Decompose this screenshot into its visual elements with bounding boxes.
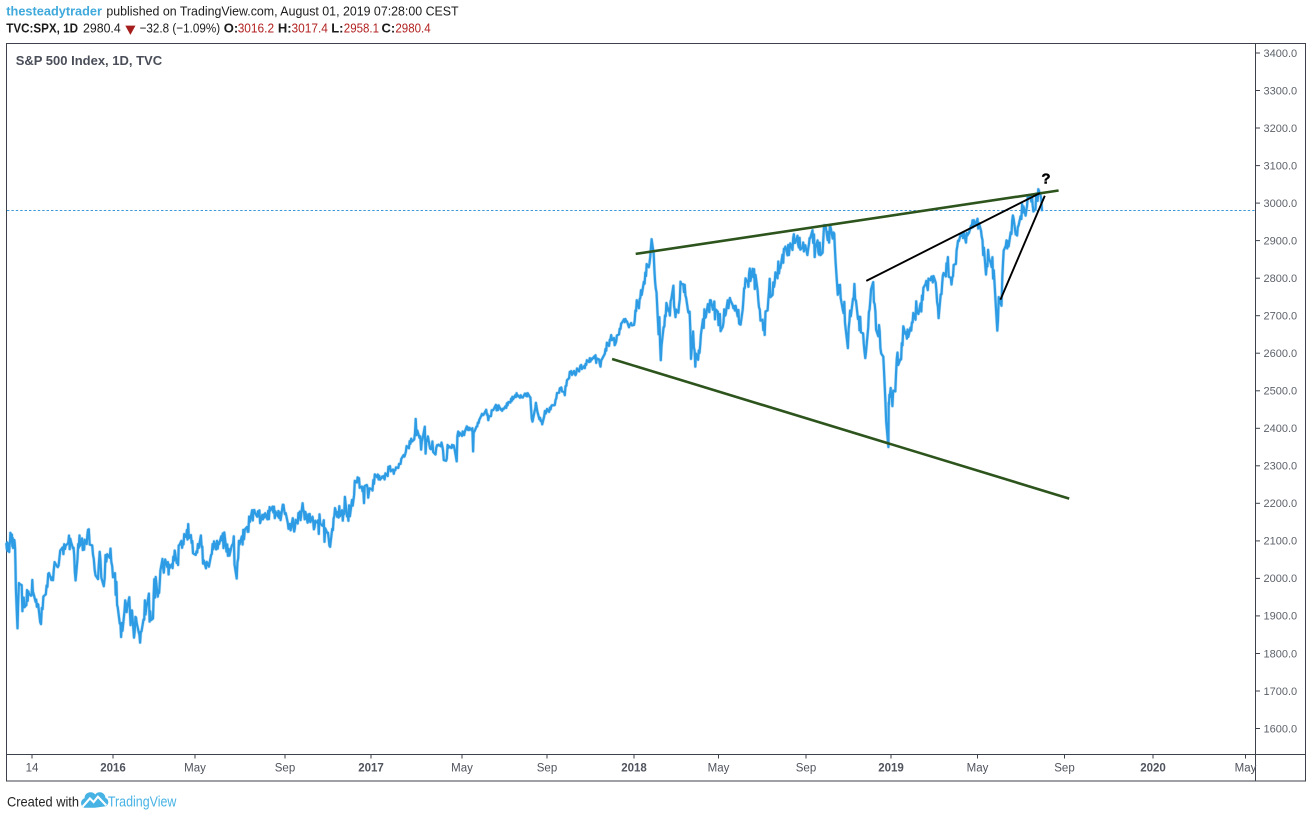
svg-text:Sep: Sep: [796, 763, 816, 775]
svg-text:2200.0: 2200.0: [1264, 498, 1298, 510]
svg-text:2600.0: 2600.0: [1264, 348, 1298, 360]
svg-text:May: May: [708, 763, 730, 775]
svg-text:14: 14: [26, 763, 39, 775]
svg-text:published on TradingView.com,: published on TradingView.com, August 01,…: [106, 4, 458, 19]
svg-text:2700.0: 2700.0: [1264, 311, 1298, 323]
svg-text:O:: O:: [224, 21, 238, 36]
svg-text:S&P 500 Index, 1D, TVC: S&P 500 Index, 1D, TVC: [16, 53, 163, 68]
svg-text:2018: 2018: [621, 763, 647, 775]
svg-text:2980.4: 2980.4: [83, 21, 121, 36]
svg-text:2300.0: 2300.0: [1264, 461, 1298, 473]
svg-text:May: May: [967, 763, 989, 775]
svg-text:2958.1: 2958.1: [344, 21, 379, 36]
svg-text:?: ?: [1041, 171, 1050, 188]
svg-text:Sep: Sep: [275, 763, 295, 775]
svg-text:2500.0: 2500.0: [1264, 386, 1298, 398]
svg-text:May: May: [1235, 763, 1257, 775]
svg-text:1700.0: 1700.0: [1264, 686, 1298, 698]
svg-text:1800.0: 1800.0: [1264, 648, 1298, 660]
svg-text:2000.0: 2000.0: [1264, 573, 1298, 585]
svg-text:2980.4: 2980.4: [395, 21, 430, 36]
svg-text:Sep: Sep: [537, 763, 557, 775]
svg-text:2020: 2020: [1140, 763, 1166, 775]
svg-text:2017: 2017: [358, 763, 384, 775]
svg-text:1900.0: 1900.0: [1264, 611, 1298, 623]
svg-text:3400.0: 3400.0: [1264, 48, 1298, 60]
svg-text:2400.0: 2400.0: [1264, 423, 1298, 435]
svg-text:Created with: Created with: [7, 794, 79, 810]
svg-text:2019: 2019: [878, 763, 904, 775]
svg-text:3300.0: 3300.0: [1264, 85, 1298, 97]
svg-text:H:: H:: [278, 21, 292, 36]
svg-text:May: May: [184, 763, 206, 775]
svg-text:TradingView: TradingView: [108, 795, 177, 811]
svg-text:2100.0: 2100.0: [1264, 536, 1298, 548]
svg-text:3100.0: 3100.0: [1264, 160, 1298, 172]
svg-text:Sep: Sep: [1054, 763, 1074, 775]
svg-text:3017.4: 3017.4: [292, 21, 328, 36]
svg-text:3200.0: 3200.0: [1264, 123, 1298, 135]
svg-text:L:: L:: [331, 21, 343, 36]
svg-text:2800.0: 2800.0: [1264, 273, 1298, 285]
svg-text:May: May: [451, 763, 473, 775]
svg-text:−32.8 (−1.09%): −32.8 (−1.09%): [140, 21, 221, 36]
svg-text:1600.0: 1600.0: [1264, 723, 1298, 735]
svg-text:2900.0: 2900.0: [1264, 235, 1298, 247]
svg-text:TVC:SPX, 1D: TVC:SPX, 1D: [6, 21, 78, 36]
svg-text:2016: 2016: [100, 763, 126, 775]
svg-text:thesteadytrader: thesteadytrader: [6, 4, 102, 19]
svg-text:C:: C:: [382, 21, 396, 36]
svg-text:3000.0: 3000.0: [1264, 198, 1298, 210]
svg-text:3016.2: 3016.2: [238, 21, 274, 36]
